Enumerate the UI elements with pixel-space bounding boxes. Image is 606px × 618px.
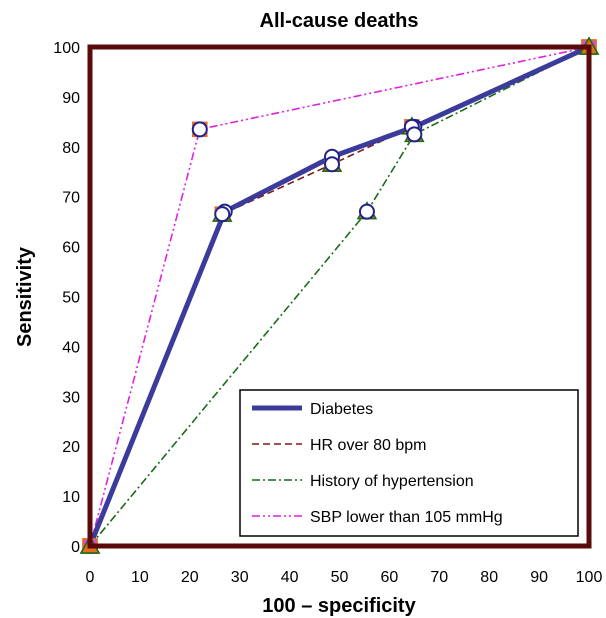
legend-label: SBP lower than 105 mmHg: [310, 509, 503, 526]
data-point-circle: [191, 121, 208, 138]
y-tick-label: 10: [62, 489, 80, 506]
y-tick-label: 90: [62, 90, 80, 107]
y-tick-label: 40: [62, 339, 80, 356]
data-point-circle: [358, 203, 375, 220]
y-tick-label: 80: [62, 140, 80, 157]
chart-title: All-cause deaths: [260, 10, 419, 32]
x-tick-label: 20: [181, 569, 199, 586]
y-tick-label: 60: [62, 240, 80, 257]
legend: Diabetes HR over 80 bpm History of hyperte…: [239, 389, 579, 537]
y-tick-label: 50: [62, 290, 80, 307]
x-tick-label: 70: [430, 569, 448, 586]
x-tick-label: 80: [480, 569, 498, 586]
y-axis-ticks: 0 10 20 30 40 50 60 70 80 90 100: [53, 40, 80, 556]
legend-label: History of hypertension: [310, 473, 474, 490]
x-tick-label: 10: [131, 569, 149, 586]
data-point-circle: [324, 156, 341, 173]
data-point-circle: [214, 206, 231, 223]
legend-label: Diabetes: [310, 401, 373, 418]
legend-box: [239, 389, 579, 537]
legend-label: HR over 80 bpm: [310, 437, 427, 454]
x-tick-label: 30: [231, 569, 249, 586]
y-tick-label: 20: [62, 439, 80, 456]
y-tick-label: 30: [62, 389, 80, 406]
x-tick-label: 90: [530, 569, 548, 586]
x-tick-label: 40: [281, 569, 299, 586]
data-point-circle: [406, 126, 423, 143]
x-axis-label: 100 – specificity: [262, 595, 416, 617]
plot-frame: [87, 44, 592, 549]
series-line: [89, 46, 590, 547]
y-tick-label: 100: [53, 40, 80, 57]
x-tick-label: 100: [576, 569, 603, 586]
y-axis-label: Sensitivity: [14, 246, 36, 347]
x-tick-label: 50: [331, 569, 349, 586]
plot-area: [79, 36, 600, 554]
y-tick-label: 70: [62, 190, 80, 207]
x-axis-ticks: 0 10 20 30 40 50 60 70 80 90 100: [86, 569, 603, 586]
x-tick-label: 0: [86, 569, 95, 586]
y-tick-label: 0: [71, 539, 80, 556]
x-tick-label: 60: [381, 569, 399, 586]
